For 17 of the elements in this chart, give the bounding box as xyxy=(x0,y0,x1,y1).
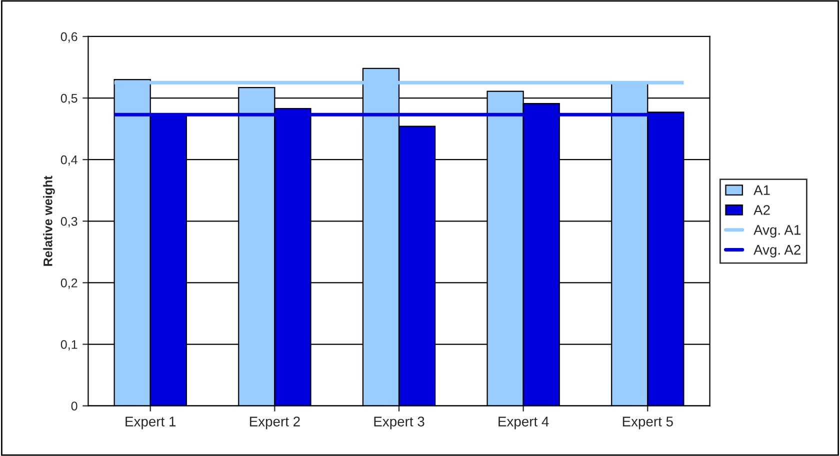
x-tick-label: Expert 5 xyxy=(622,416,673,430)
x-tick-label: Expert 3 xyxy=(374,416,424,430)
y-tick-label: 0,5 xyxy=(60,94,78,104)
y-tick-label: 0,2 xyxy=(60,278,78,289)
x-tick-label: Expert 4 xyxy=(498,416,549,430)
legend-label: A1 xyxy=(754,185,770,195)
y-axis-title: Relative weight xyxy=(43,176,55,266)
x-tick-label: Expert 1 xyxy=(126,416,176,430)
y-tick-label: 0,3 xyxy=(60,216,78,228)
legend-label: Avg. A1 xyxy=(754,225,800,238)
y-tick-label: 0,1 xyxy=(60,340,78,350)
legend-label: Avg. A2 xyxy=(754,244,800,258)
y-tick-label: 0,4 xyxy=(60,155,78,166)
legend-label: A2 xyxy=(754,205,770,215)
x-tick-label: Expert 2 xyxy=(250,416,300,430)
y-tick-label: 0 xyxy=(71,402,78,410)
y-tick-label: 0,6 xyxy=(60,32,78,43)
